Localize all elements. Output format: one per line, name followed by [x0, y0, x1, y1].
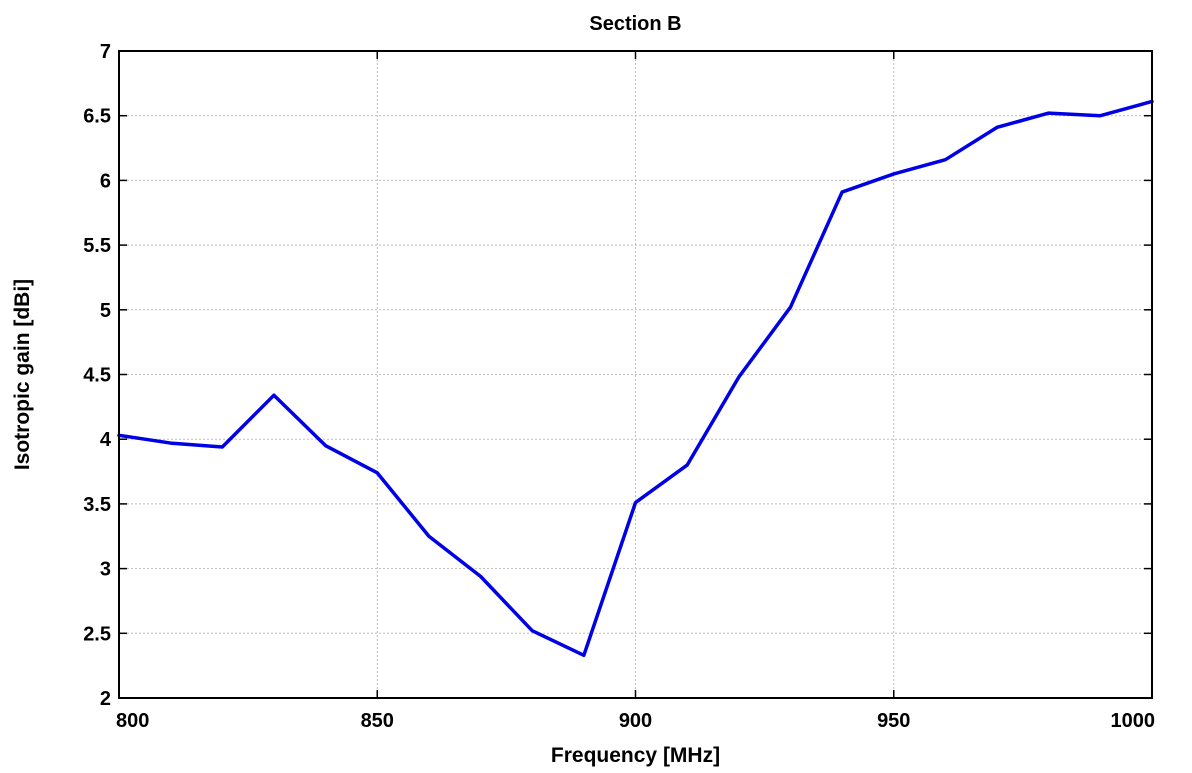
plot-frame [118, 50, 1153, 699]
x-tick-labels: 800 850 900 950 1000 [116, 710, 1155, 732]
y-tick-label: 2.5 [83, 623, 111, 645]
x-axis-label: Frequency [MHz] [551, 744, 720, 767]
y-tick-label: 6 [100, 170, 111, 192]
y-tick-label: 5.5 [83, 235, 111, 257]
y-tick-label: 5 [100, 300, 111, 322]
series-layer [117, 99, 1154, 658]
x-tick-label: 800 [116, 710, 149, 732]
y-tick-label: 3.5 [83, 494, 111, 516]
x-tick-label: 950 [877, 710, 910, 732]
chart-title: Section B [589, 13, 681, 35]
grid [119, 51, 1152, 698]
x-tick-label: 900 [619, 710, 652, 732]
y-tick-label: 2 [100, 688, 111, 710]
y-tick-label: 7 [100, 41, 111, 63]
x-tick-label: 850 [361, 710, 394, 732]
x-tick-label: 1000 [1111, 710, 1156, 732]
y-tick-label: 3 [100, 559, 111, 581]
series-line [117, 99, 1154, 658]
y-tick-labels: 2 2.5 3 3.5 4 4.5 5 5.5 6 6.5 7 [83, 41, 112, 710]
y-tick-label: 4.5 [83, 365, 111, 387]
axis-ticks [118, 50, 1153, 699]
y-axis-label: Isotropic gain [dBi] [11, 279, 34, 470]
y-tick-label: 4 [100, 429, 112, 451]
y-tick-label: 6.5 [83, 106, 111, 128]
